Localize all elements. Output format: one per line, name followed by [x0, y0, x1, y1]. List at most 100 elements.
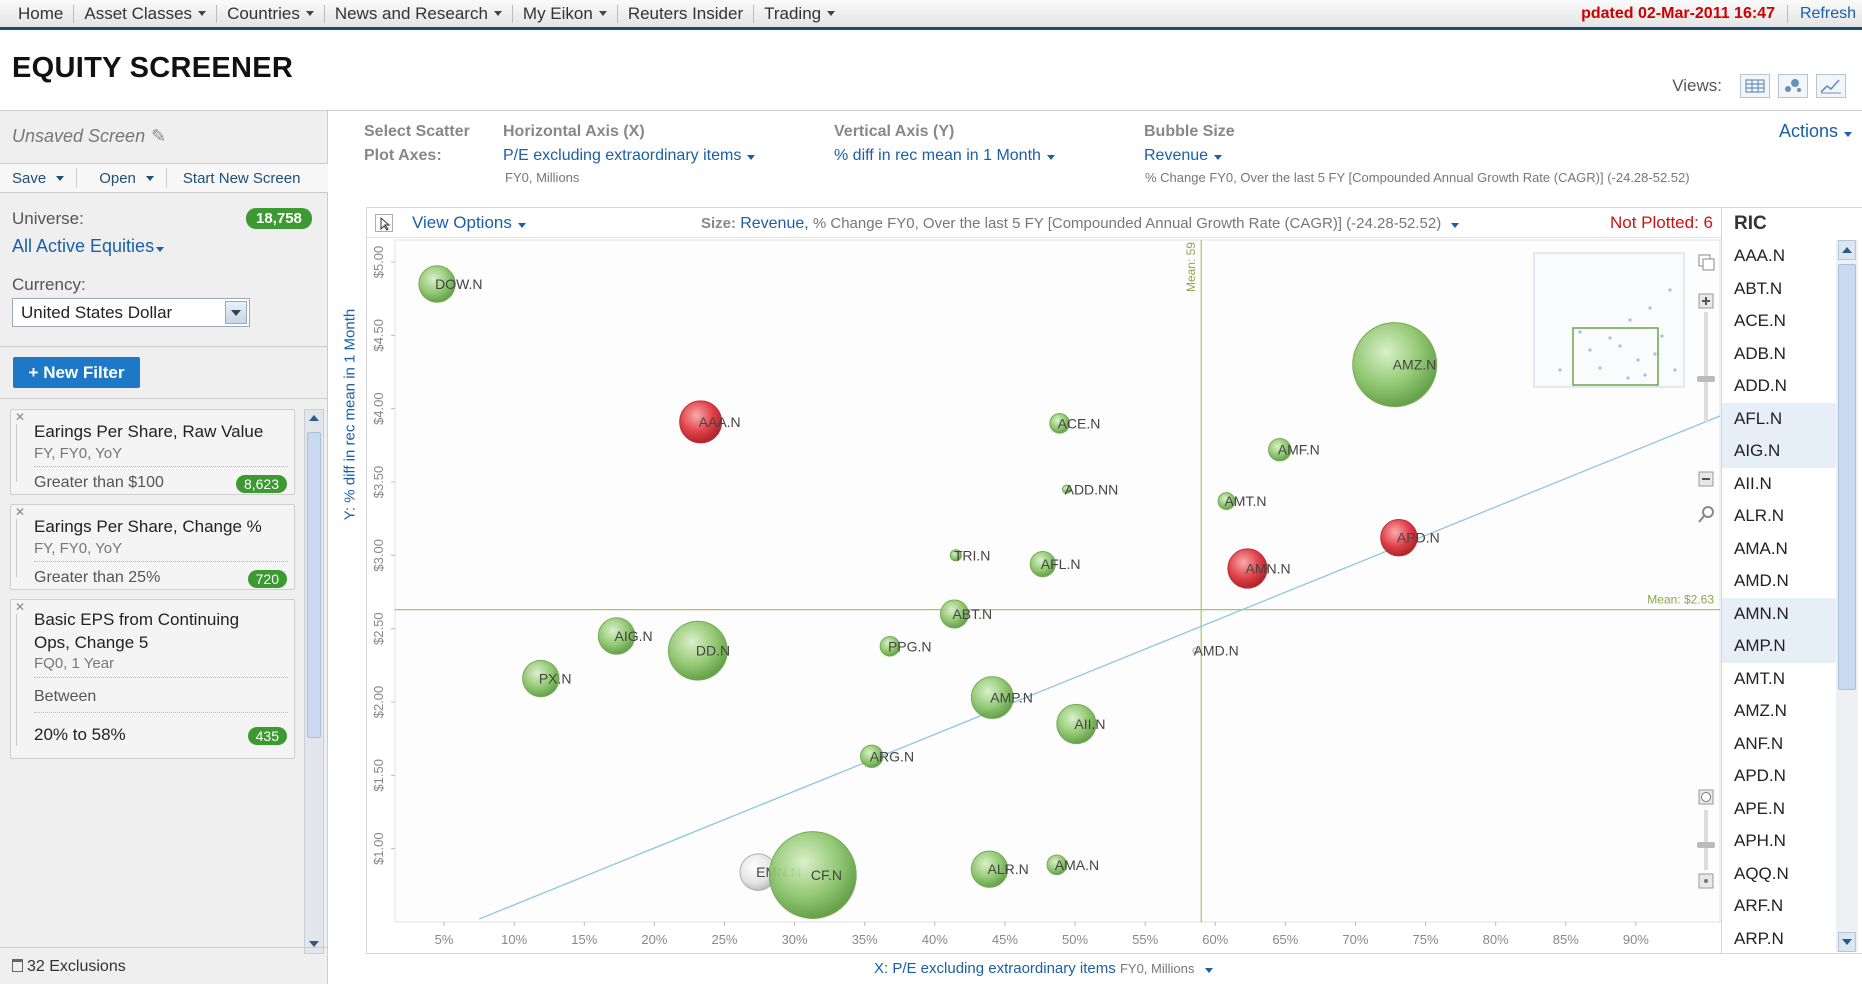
- actions-menu[interactable]: Actions: [1779, 121, 1852, 142]
- save-button[interactable]: Save: [0, 168, 78, 188]
- ric-list-item[interactable]: AFL.N: [1722, 402, 1840, 435]
- scatter-view-icon[interactable]: [1778, 74, 1808, 98]
- bubble-arg-n[interactable]: [860, 744, 884, 768]
- zoom-slider-track[interactable]: [1704, 312, 1708, 422]
- ric-list-item[interactable]: ADD.N: [1734, 376, 1787, 395]
- scroll-up-icon[interactable]: [1838, 240, 1856, 260]
- nav-item-home[interactable]: Home: [8, 4, 75, 23]
- open-button[interactable]: Open: [77, 168, 167, 188]
- filter-card[interactable]: ✕ Earings Per Share, Raw Value FY, FY0, …: [10, 409, 295, 495]
- bubble-ppg-n[interactable]: [879, 635, 901, 657]
- ric-list-item[interactable]: AMA.N: [1734, 538, 1788, 558]
- ric-list-item[interactable]: AMZ.N: [1734, 701, 1787, 720]
- bubble-add-nn[interactable]: [1061, 484, 1072, 495]
- new-filter-button[interactable]: + New Filter: [13, 357, 140, 388]
- not-plotted-count[interactable]: Not Plotted: 6: [1609, 213, 1713, 232]
- nav-item-my-eikon[interactable]: My Eikon: [513, 4, 618, 23]
- close-icon[interactable]: ✕: [15, 600, 26, 614]
- pencil-icon[interactable]: ✎: [151, 126, 167, 146]
- nav-item-asset-classes[interactable]: Asset Classes: [74, 4, 218, 23]
- ric-list-item[interactable]: ARP.N: [1734, 928, 1784, 948]
- bubble-aii-n[interactable]: [1056, 703, 1097, 745]
- close-icon[interactable]: ✕: [15, 410, 26, 424]
- y-axis-dropdown[interactable]: % diff in rec mean in 1 Month: [834, 147, 1055, 165]
- drag-handle[interactable]: [16, 614, 17, 746]
- ric-list-item[interactable]: ADB.N: [1734, 343, 1786, 363]
- bubble-dd-n[interactable]: [667, 620, 728, 681]
- filter-card[interactable]: ✕ Basic EPS from Continuing Ops, Change …: [10, 599, 295, 759]
- zoom-slider-handle[interactable]: [1697, 376, 1715, 382]
- filter-card[interactable]: ✕ Earings Per Share, Change % FY, FY0, Y…: [10, 504, 295, 590]
- size-metric-link[interactable]: Revenue,: [740, 215, 809, 232]
- ric-list-item[interactable]: AMP.N: [1722, 630, 1840, 663]
- ric-list-item[interactable]: ARF.N: [1734, 896, 1784, 915]
- bubble-amf-n[interactable]: [1268, 438, 1292, 462]
- bubble-amd-n[interactable]: [1192, 647, 1199, 654]
- x-axis-title[interactable]: X: P/E excluding extraordinary items FY0…: [874, 960, 1213, 977]
- ric-list-item[interactable]: APD.N: [1734, 766, 1786, 785]
- bubble-ama-n[interactable]: [1046, 854, 1068, 876]
- select-cursor-icon[interactable]: [375, 214, 393, 232]
- ric-list-item[interactable]: AIG.N: [1722, 435, 1840, 468]
- ric-scrollbar[interactable]: [1836, 240, 1858, 952]
- ric-list-item[interactable]: AQQ.N: [1734, 863, 1789, 883]
- copy-icon[interactable]: [1698, 254, 1715, 271]
- ric-list-item[interactable]: ANF.N: [1734, 733, 1784, 753]
- ric-list-item[interactable]: AII.N: [1734, 473, 1772, 493]
- x-axis-dropdown[interactable]: P/E excluding extraordinary items: [503, 147, 756, 165]
- exclusions-link[interactable]: 32 Exclusions: [0, 947, 328, 984]
- bubble-alr-n[interactable]: [970, 850, 1009, 888]
- ric-list-item[interactable]: AMD.N: [1734, 571, 1789, 590]
- dropdown-arrow-icon[interactable]: [225, 301, 247, 324]
- bubble-amt-n[interactable]: [1217, 492, 1236, 510]
- view-options-dropdown[interactable]: View Options: [412, 213, 526, 233]
- bubble-size-large-icon[interactable]: [1698, 789, 1714, 805]
- scroll-thumb[interactable]: [1838, 264, 1856, 690]
- bubble-afl-n[interactable]: [1029, 551, 1056, 578]
- bubble-tri-n[interactable]: [949, 549, 962, 562]
- refresh-link[interactable]: Refresh: [1799, 4, 1856, 22]
- close-icon[interactable]: ✕: [15, 505, 26, 519]
- bubble-ace-n[interactable]: [1049, 413, 1070, 434]
- ric-list-item[interactable]: AMN.N: [1722, 597, 1840, 630]
- screen-name[interactable]: Unsaved Screen ✎: [12, 126, 166, 147]
- bubble-abt-n[interactable]: [939, 599, 969, 629]
- ric-list-item[interactable]: APH.N: [1734, 831, 1786, 850]
- bubble-px-n[interactable]: [522, 659, 560, 698]
- zoom-out-icon[interactable]: [1698, 471, 1714, 487]
- bubble-apd-n[interactable]: [1380, 519, 1418, 557]
- universe-dropdown[interactable]: All Active Equities: [12, 236, 165, 257]
- filter-scrollbar[interactable]: [304, 409, 324, 954]
- ric-list-item[interactable]: ALR.N: [1734, 506, 1785, 525]
- nav-item-reuters-insider[interactable]: Reuters Insider: [618, 4, 755, 23]
- ric-list-item[interactable]: ACE.N: [1734, 311, 1786, 330]
- scroll-down-icon[interactable]: [1838, 932, 1856, 952]
- currency-select[interactable]: United States Dollar: [12, 298, 250, 327]
- line-view-icon[interactable]: [1816, 74, 1846, 98]
- bubble-size-small-icon[interactable]: [1698, 873, 1714, 889]
- bubble-aaa-n[interactable]: [679, 400, 723, 444]
- scroll-thumb[interactable]: [307, 432, 321, 738]
- ric-list-item[interactable]: AAA.N: [1734, 246, 1786, 265]
- bubble-amp-n[interactable]: [970, 676, 1014, 720]
- ric-list-item[interactable]: APE.N: [1734, 798, 1786, 818]
- bubble-amn-n[interactable]: [1227, 548, 1268, 589]
- scroll-up-icon[interactable]: [305, 410, 323, 428]
- drag-handle[interactable]: [16, 424, 17, 482]
- zoom-in-icon[interactable]: [1698, 293, 1714, 309]
- table-view-icon[interactable]: [1740, 74, 1770, 98]
- ric-list-item[interactable]: AMT.N: [1734, 668, 1785, 688]
- drag-handle[interactable]: [16, 519, 17, 577]
- ric-list-item[interactable]: ABT.N: [1734, 278, 1783, 298]
- bubble-size-dropdown[interactable]: Revenue: [1144, 147, 1223, 165]
- scroll-down-icon[interactable]: [305, 935, 323, 953]
- bubble-dow-n[interactable]: [418, 265, 456, 303]
- start-new-screen-button[interactable]: Start New Screen: [167, 168, 313, 188]
- nav-item-countries[interactable]: Countries: [217, 4, 325, 23]
- bubble-cf-n[interactable]: [768, 831, 857, 919]
- magnifier-icon[interactable]: [1698, 506, 1714, 523]
- bubble-amz-n[interactable]: [1352, 322, 1438, 408]
- nav-item-news-and-research[interactable]: News and Research: [325, 4, 513, 23]
- chevron-down-icon[interactable]: [1451, 223, 1460, 228]
- nav-item-trading[interactable]: Trading: [754, 4, 845, 23]
